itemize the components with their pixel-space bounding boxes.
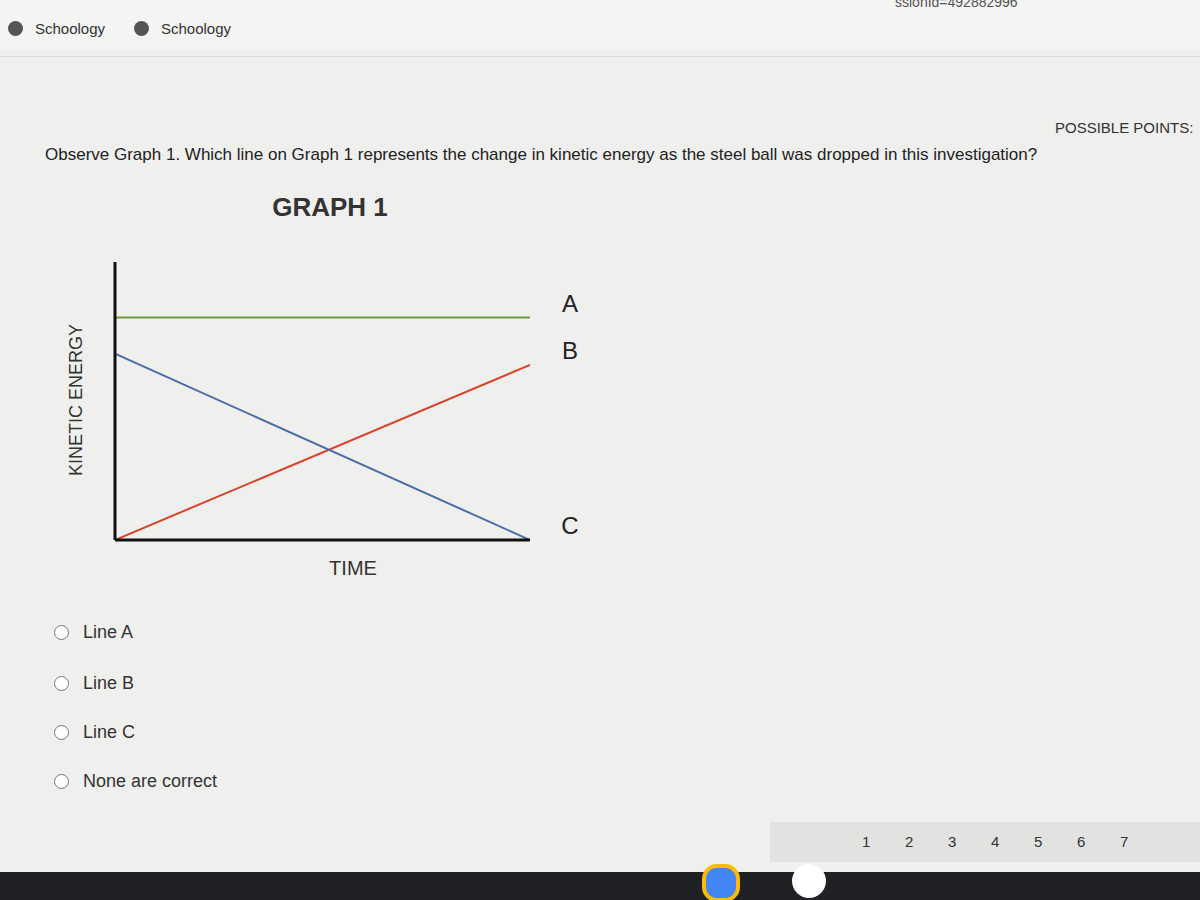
html-text:Observe Graph 1. Which line on: Observe Graph 1. Which line on Graph 1 r… <box>45 145 1038 164</box>
svg-text:A: A <box>562 290 578 317</box>
html-text:1: 1 <box>862 833 871 850</box>
html-text:7: 7 <box>1120 833 1129 850</box>
html-text:Schoology: Schoology <box>161 20 232 37</box>
html-text:4: 4 <box>991 833 1000 850</box>
svg-text:B: B <box>562 337 578 364</box>
html-text:None are correct: None are correct <box>83 771 218 791</box>
svg-text:C: C <box>561 512 578 539</box>
html-text:5: 5 <box>1034 833 1043 850</box>
html-text:Line C: Line C <box>83 722 135 742</box>
html-text:3: 3 <box>948 833 957 850</box>
html-text:KINETIC ENERGY: KINETIC ENERGY <box>65 324 86 476</box>
html-text:POSSIBLE POINTS:: POSSIBLE POINTS: <box>1055 119 1194 136</box>
html-text:Line A: Line A <box>83 622 133 642</box>
html-text:Line B: Line B <box>83 673 134 693</box>
html-text:GRAPH 1: GRAPH 1 <box>272 192 388 222</box>
html-text:TIME: TIME <box>329 557 377 579</box>
html-text:Schoology: Schoology <box>35 20 106 37</box>
html-text:6: 6 <box>1077 833 1086 850</box>
html-text:2: 2 <box>905 833 914 850</box>
